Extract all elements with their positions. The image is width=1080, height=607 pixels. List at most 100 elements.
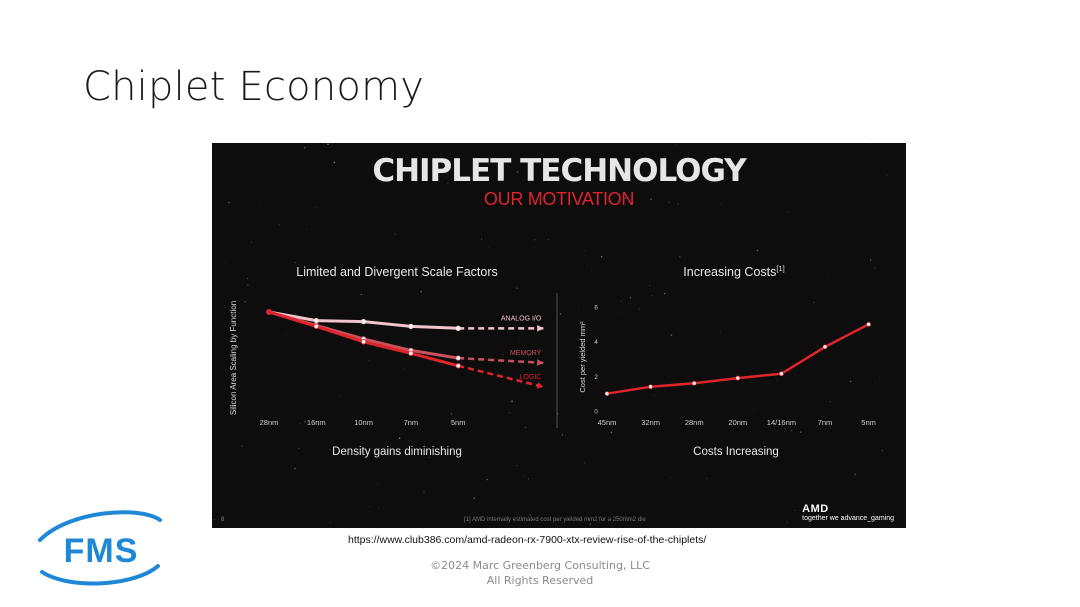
- star-dot: [776, 378, 778, 381]
- star-dot: [447, 182, 449, 184]
- star-dot: [394, 233, 397, 235]
- star-dot: [523, 475, 525, 477]
- star-dot: [516, 465, 518, 467]
- star-dot: [377, 482, 379, 484]
- chart1-series-label: LOGIC: [520, 374, 542, 381]
- star-dot: [508, 412, 511, 414]
- chart2-point: [735, 375, 741, 381]
- star-dot: [314, 207, 316, 208]
- star-dot: [629, 296, 632, 299]
- chart1-point: [360, 318, 367, 325]
- chart2-point: [691, 380, 697, 386]
- star-dot: [461, 239, 463, 240]
- star-dot: [256, 279, 257, 281]
- chart2-series-line: [606, 323, 870, 395]
- star-dot: [524, 427, 526, 428]
- star-dot: [644, 175, 646, 177]
- chart2-title: Increasing Costs[1]: [683, 264, 784, 279]
- star-dot: [578, 305, 579, 306]
- panel-subtitle: OUR MOTIVATION: [483, 189, 635, 209]
- chart2-xlabel: Costs Increasing: [693, 446, 779, 458]
- chart1-arrowhead: [537, 359, 544, 366]
- star-dot: [620, 300, 622, 302]
- star-dot: [828, 275, 829, 276]
- star-dot: [487, 246, 489, 248]
- star-dot: [786, 521, 788, 523]
- star-dot: [289, 269, 291, 270]
- star-dot: [403, 368, 405, 369]
- star-dot: [650, 294, 653, 297]
- copyright-line-1: ©2024 Marc Greenberg Consulting, LLC: [430, 559, 650, 572]
- source-link[interactable]: https://www.club386.com/amd-radeon-rx-79…: [348, 534, 707, 546]
- fms-logo: FMS: [38, 510, 162, 586]
- star-dot: [784, 428, 786, 430]
- star-dot: [597, 361, 599, 362]
- star-dot: [610, 431, 613, 434]
- chart2-tick-label: 32nm: [641, 418, 660, 427]
- star-dot: [329, 521, 331, 524]
- star-dot: [668, 201, 670, 203]
- star-dot: [368, 360, 370, 362]
- chart1-arrowhead: [537, 324, 544, 332]
- star-dot: [250, 241, 252, 243]
- chart1-arrowhead: [536, 382, 544, 389]
- copyright: ©2024 Marc Greenberg Consulting, LLC All…: [420, 558, 660, 588]
- star-dot: [241, 445, 243, 448]
- star-dot: [213, 519, 216, 521]
- star-dot: [304, 421, 306, 423]
- star-dot: [591, 269, 593, 271]
- star-dot: [869, 259, 872, 261]
- star-dot: [327, 143, 329, 145]
- star-dot: [800, 431, 802, 433]
- chart1-point: [455, 355, 461, 361]
- chart1-tick-label: 5nm: [451, 418, 466, 427]
- star-dot: [667, 479, 669, 480]
- amd-logo: AMD: [802, 503, 829, 515]
- chart2-ytick-label: 6: [594, 305, 598, 312]
- star-dot: [247, 284, 249, 286]
- star-dot: [600, 255, 603, 258]
- star-dot: [878, 377, 880, 378]
- chart1-ylabel: Silicon Area Scaling by Function: [229, 301, 238, 415]
- star-dot: [649, 285, 651, 287]
- chart1-title: Limited and Divergent Scale Factors: [296, 265, 497, 279]
- chart2-ytick-label: 0: [594, 409, 598, 416]
- star-dot: [398, 437, 401, 440]
- star-dot: [829, 401, 831, 403]
- star-dot: [618, 396, 620, 399]
- star-dot: [420, 290, 423, 293]
- star-dot: [638, 308, 640, 310]
- star-dot: [529, 514, 531, 517]
- star-dot: [794, 509, 796, 511]
- star-dot: [451, 413, 453, 415]
- copyright-line-2: All Rights Reserved: [486, 574, 594, 587]
- star-dot: [561, 434, 564, 436]
- star-dot: [547, 239, 549, 240]
- star-dot: [559, 313, 562, 315]
- star-dot: [246, 277, 248, 279]
- star-dot: [350, 345, 352, 347]
- star-dot: [516, 171, 519, 173]
- star-dot: [455, 277, 457, 279]
- star-dot: [624, 197, 627, 199]
- chart1-projection-line: [457, 364, 544, 389]
- star-dot: [533, 239, 536, 241]
- star-dot: [224, 261, 227, 263]
- star-dot: [537, 312, 539, 314]
- star-dot: [328, 157, 330, 158]
- star-dot: [669, 477, 671, 479]
- star-dot: [221, 237, 222, 238]
- slide-title: Chiplet Economy: [83, 64, 425, 110]
- star-dot: [670, 334, 673, 336]
- star-dot: [423, 491, 425, 494]
- star-dot: [519, 337, 520, 339]
- star-dot: [889, 521, 891, 523]
- star-dot: [244, 301, 246, 303]
- star-dot: [635, 290, 636, 292]
- chart1-xlabel: Density gains diminishing: [332, 446, 462, 458]
- star-dot: [886, 174, 888, 176]
- chart2-tick-label: 28nm: [685, 418, 704, 427]
- star-dot: [706, 478, 708, 480]
- amd-tagline: together we advance_gaming: [802, 515, 894, 522]
- star-dot: [527, 355, 530, 357]
